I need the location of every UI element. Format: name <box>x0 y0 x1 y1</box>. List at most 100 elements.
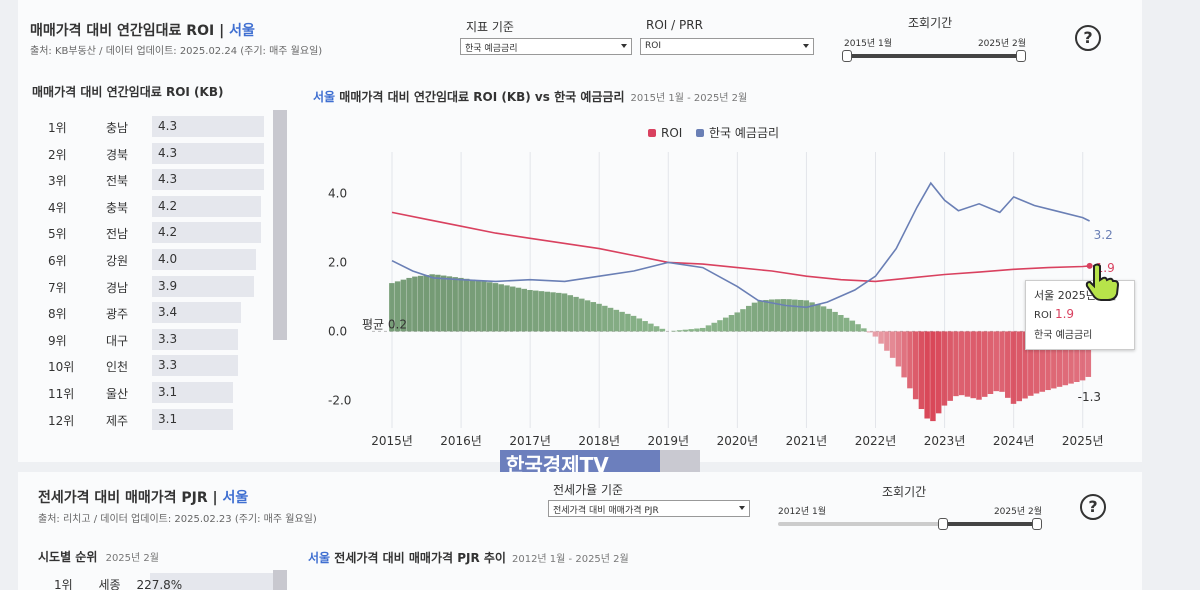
diff-bar <box>699 327 706 332</box>
rate-line <box>391 181 1090 309</box>
y-tick-label: -2.0 <box>328 393 351 407</box>
rank-region: 울산 <box>106 386 129 401</box>
rank-row[interactable]: 6위 강원 4.0 <box>28 246 268 273</box>
roi-end-point <box>1086 262 1093 269</box>
x-tick-label: 2023년 <box>924 434 966 448</box>
diff-bar <box>993 331 999 392</box>
diff-bar <box>935 331 942 414</box>
rank-row[interactable]: 8위 광주 3.4 <box>28 299 268 326</box>
rank-value: 3.9 <box>158 278 178 293</box>
pjr-period-range-slider[interactable]: 2012년 1월 2025년 2월 <box>778 504 1042 534</box>
diff-bar <box>533 290 539 332</box>
range-start-handle[interactable] <box>938 518 948 530</box>
diff-bar <box>440 275 447 332</box>
diff-bar <box>417 275 424 332</box>
rank-region: 충남 <box>106 121 129 135</box>
pjr-chart-title: 서울 전세가격 대비 매매가격 PJR 추이 2012년 1월 - 2025년 2… <box>308 551 629 565</box>
rank-region: 대구 <box>106 333 129 348</box>
range-start-handle[interactable] <box>842 50 852 62</box>
diff-bar <box>486 282 493 332</box>
rank-row[interactable]: 9위 대구 3.3 <box>28 326 268 353</box>
diff-bar <box>872 331 879 337</box>
x-tick-label: 2025년 <box>1062 434 1104 448</box>
diff-bar <box>964 331 971 397</box>
pjr-rank-row: 1위 세종 227.8% <box>48 573 286 590</box>
diff-bar <box>884 331 890 351</box>
pjr-period-label: 조회기간 <box>882 485 927 499</box>
diff-bar <box>895 331 902 367</box>
diff-bar <box>584 300 591 332</box>
x-tick-label: 2019년 <box>647 434 689 448</box>
chevron-down-icon <box>739 506 745 510</box>
rank-number: 4위 <box>48 200 67 215</box>
indicator-select[interactable]: 한국 예금금리 <box>460 38 632 55</box>
pjr-help-icon[interactable]: ? <box>1080 494 1106 520</box>
diff-bar <box>389 283 395 332</box>
diff-bar <box>688 329 694 332</box>
x-tick-label: 2020년 <box>717 434 759 448</box>
rank-bar <box>152 302 241 324</box>
x-tick-label: 2022년 <box>855 434 897 448</box>
diff-bar <box>1062 331 1069 386</box>
diff-bar <box>538 291 545 332</box>
period-range-slider[interactable]: 2015년 1월 2025년 2월 <box>842 36 1026 66</box>
diff-bar <box>458 277 464 332</box>
rank-bar <box>152 408 233 430</box>
diff-bar <box>648 323 654 332</box>
diff-bar <box>826 308 833 332</box>
rank-value: 4.2 <box>158 225 178 240</box>
diff-bar <box>636 318 643 332</box>
diff-bar <box>676 330 683 332</box>
rank-region: 인천 <box>106 360 129 375</box>
period-start-label: 2015년 1월 <box>844 39 893 49</box>
diff-end-label: -1.3 <box>1078 390 1101 404</box>
rank-row[interactable]: 10위 인천 3.3 <box>28 352 268 379</box>
diff-bar <box>849 320 856 332</box>
jeonse-label: 전세가율 기준 <box>553 483 624 497</box>
rank-region: 전북 <box>106 174 129 189</box>
roi-line <box>391 211 1090 283</box>
rank-region: 전남 <box>106 227 129 242</box>
diff-bar <box>774 299 781 332</box>
y-tick-label: 2.0 <box>328 255 347 269</box>
diff-bar <box>510 286 516 332</box>
diff-bar <box>1022 331 1028 399</box>
diff-bar <box>406 277 412 332</box>
rank-number: 1위 <box>48 121 67 135</box>
roi-prr-label: ROI / PRR <box>646 18 703 32</box>
diff-bar <box>550 292 556 332</box>
pjr-panel-title: 전세가격 대비 매매가격 PJR | 서울 <box>38 490 249 506</box>
rank-value: 3.3 <box>158 331 178 346</box>
range-end-handle[interactable] <box>1016 50 1026 62</box>
pjr-period-end-label: 2025년 2월 <box>993 507 1042 517</box>
rank-value: 3.4 <box>158 305 178 320</box>
rank-row[interactable]: 7위 경남 3.9 <box>28 273 268 300</box>
diff-bar <box>843 317 850 332</box>
rank-row[interactable]: 1위 충남 4.3 <box>28 113 268 140</box>
diff-bar <box>924 331 930 419</box>
help-icon[interactable]: ? <box>1075 25 1101 51</box>
period-label: 조회기간 <box>908 16 953 30</box>
rank-region: 경북 <box>106 147 129 162</box>
diff-bar <box>740 309 746 332</box>
diff-bar <box>889 331 896 358</box>
rank-row[interactable]: 2위 경북 4.3 <box>28 140 268 167</box>
rank-row[interactable]: 5위 전남 4.2 <box>28 219 268 246</box>
diff-bar <box>446 276 453 332</box>
rank-row[interactable]: 4위 충북 4.2 <box>28 193 268 220</box>
roi-prr-select[interactable]: ROI <box>640 38 814 55</box>
pjr-rank-scrollbar[interactable] <box>273 570 287 590</box>
diff-bar <box>878 331 884 344</box>
diff-bar <box>504 285 510 332</box>
diff-bar <box>521 288 527 332</box>
rank-scrollbar[interactable] <box>273 110 287 340</box>
chevron-down-icon <box>803 44 809 48</box>
range-end-handle[interactable] <box>1032 518 1042 530</box>
rank-row[interactable]: 11위 울산 3.1 <box>28 379 268 406</box>
jeonse-select[interactable]: 전세가격 대비 매매가격 PJR <box>548 500 750 517</box>
rank-row[interactable]: 3위 전북 4.3 <box>28 166 268 193</box>
legend-swatch <box>696 129 704 137</box>
roi-panel-title: 매매가격 대비 연간임대료 ROI | 서울 <box>30 23 255 39</box>
rank-title: 매매가격 대비 연간임대료 ROI (KB) <box>32 85 224 99</box>
rank-row[interactable]: 12위 제주 3.1 <box>28 406 268 433</box>
